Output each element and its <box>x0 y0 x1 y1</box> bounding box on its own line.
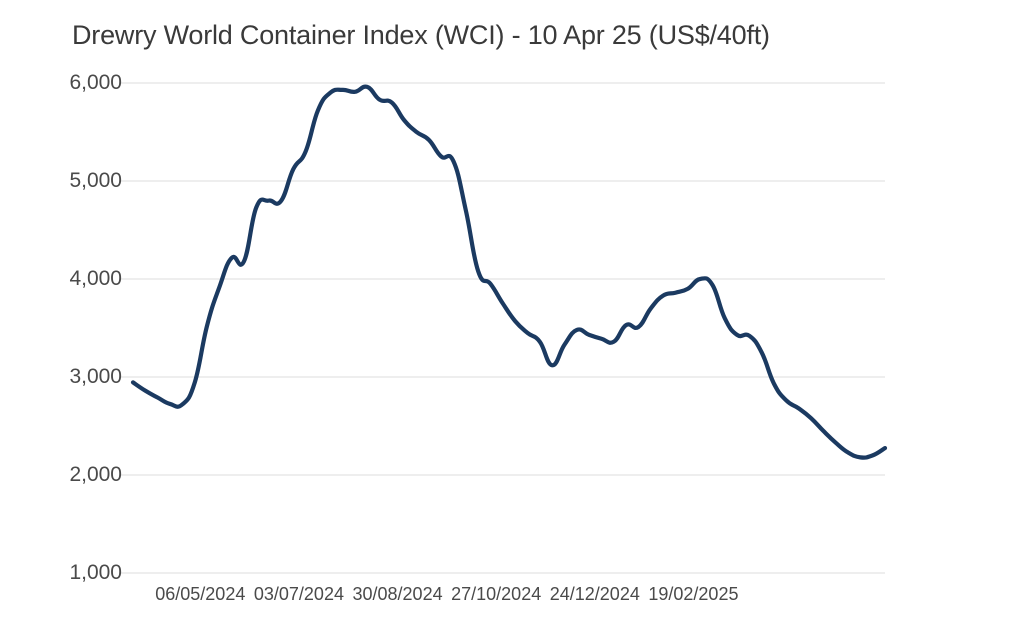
x-tick-label: 24/12/2024 <box>549 584 640 604</box>
y-tick-label: 6,000 <box>69 71 122 94</box>
y-tick-label: 5,000 <box>69 169 122 192</box>
x-tick-label: 03/07/2024 <box>253 584 344 604</box>
x-tick-label: 27/10/2024 <box>451 584 542 604</box>
chart-title: Drewry World Container Index (WCI) - 10 … <box>72 20 770 50</box>
x-tick-label: 19/02/2025 <box>648 584 739 604</box>
x-tick-label: 06/05/2024 <box>155 584 246 604</box>
y-tick-label: 2,000 <box>69 463 122 486</box>
y-tick-label: 3,000 <box>69 365 122 388</box>
series-line-wci <box>130 84 888 460</box>
gridlines <box>121 82 885 574</box>
x-tick-label: 30/08/2024 <box>352 584 443 604</box>
y-tick-label: 4,000 <box>69 267 122 290</box>
y-axis: 1,000 2,000 3,000 4,000 5,000 6,000 <box>0 0 122 638</box>
y-tick-label: 1,000 <box>69 561 122 584</box>
